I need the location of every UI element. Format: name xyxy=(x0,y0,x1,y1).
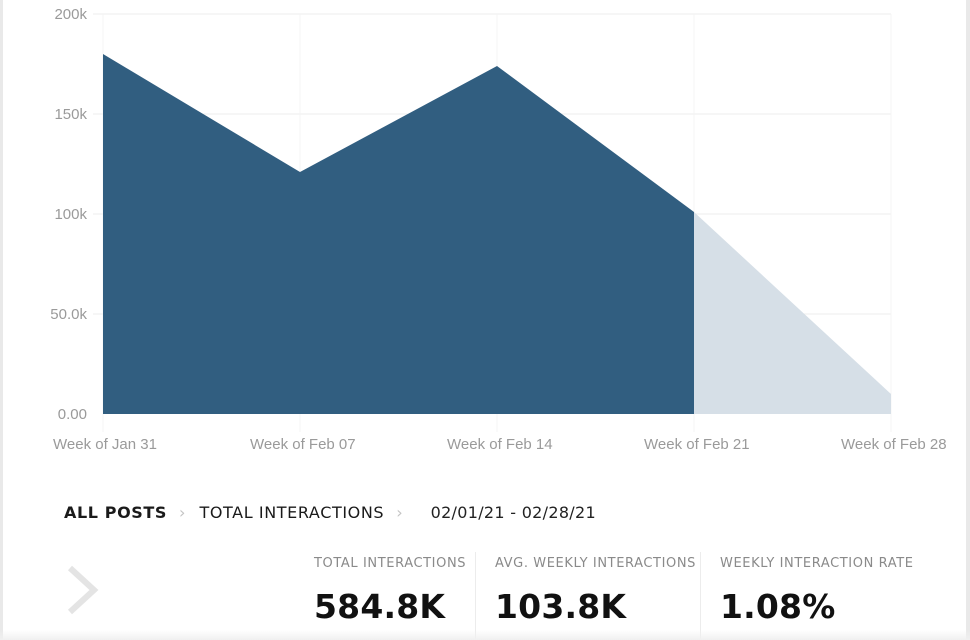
y-tick-label: 50.0k xyxy=(50,306,87,323)
data-point[interactable] xyxy=(885,388,897,400)
chevron-right-icon: › xyxy=(396,502,403,522)
x-tick-label: Week of Feb 07 xyxy=(250,436,356,453)
data-point[interactable] xyxy=(294,166,306,178)
area-series-completed xyxy=(103,54,694,414)
stat-value: 103.8K xyxy=(495,587,627,626)
data-point[interactable] xyxy=(97,48,109,60)
breadcrumb: ALL POSTS › TOTAL INTERACTIONS › 02/01/2… xyxy=(64,500,596,524)
x-tick-label: Week of Feb 28 xyxy=(841,436,947,453)
chevron-right-icon xyxy=(67,565,99,615)
stat-label: WEEKLY INTERACTION RATE xyxy=(720,556,914,571)
bottom-edge-shadow xyxy=(0,630,970,640)
stat-label: TOTAL INTERACTIONS xyxy=(314,556,467,571)
panel-border-right xyxy=(966,0,970,640)
stat-weekly-interaction-rate: WEEKLY INTERACTION RATE 1.08% xyxy=(700,552,960,640)
x-tick-label: Week of Feb 14 xyxy=(447,436,553,453)
previous-next-arrow-button[interactable] xyxy=(60,560,108,620)
y-tick-label: 200k xyxy=(54,6,87,23)
x-axis: Week of Jan 31 Week of Feb 07 Week of Feb … xyxy=(53,436,947,453)
y-tick-label: 100k xyxy=(54,206,87,223)
panel-border-left xyxy=(0,0,3,640)
data-point[interactable] xyxy=(491,60,503,72)
chevron-right-icon: › xyxy=(179,502,186,522)
date-range[interactable]: 02/01/21 - 02/28/21 xyxy=(430,502,596,522)
breadcrumb-all-posts[interactable]: ALL POSTS xyxy=(64,502,168,522)
x-tick-label: Week of Feb 21 xyxy=(644,436,750,453)
stat-value: 584.8K xyxy=(314,587,446,626)
stat-value: 1.08% xyxy=(720,587,836,626)
stat-total-interactions: TOTAL INTERACTIONS 584.8K xyxy=(314,552,474,640)
stat-avg-weekly-interactions: AVG. WEEKLY INTERACTIONS 103.8K xyxy=(475,552,719,640)
y-axis: 0.00 50.0k 100k 150k 200k xyxy=(50,6,87,423)
data-point[interactable] xyxy=(688,206,700,218)
x-tick-label: Week of Jan 31 xyxy=(53,436,157,453)
y-tick-label: 0.00 xyxy=(58,406,87,423)
area-series-partial xyxy=(694,212,891,414)
breadcrumb-total-interactions[interactable]: TOTAL INTERACTIONS xyxy=(199,502,385,522)
chart-areas xyxy=(97,48,897,414)
stat-label: AVG. WEEKLY INTERACTIONS xyxy=(495,556,697,571)
y-tick-label: 150k xyxy=(54,106,87,123)
